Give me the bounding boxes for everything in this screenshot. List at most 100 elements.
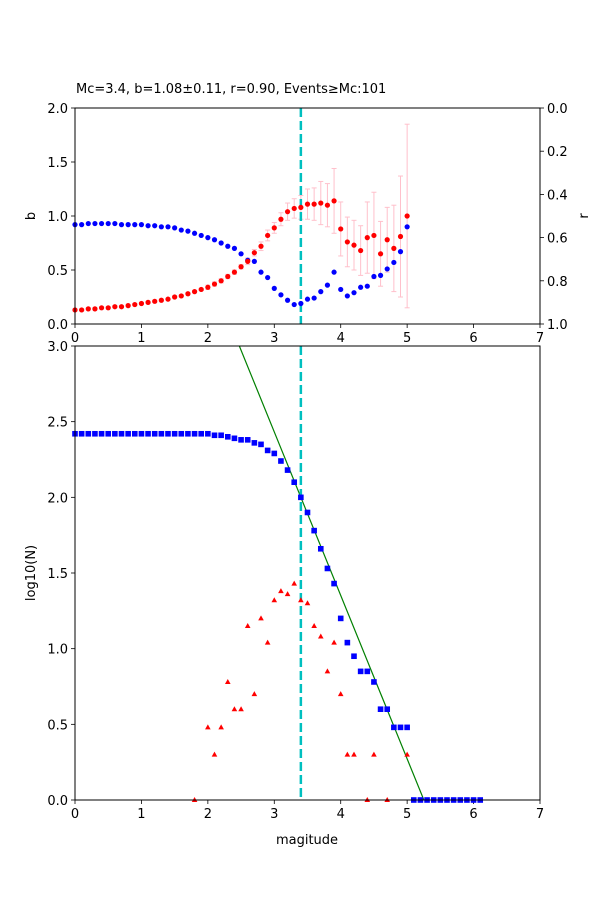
r-point bbox=[218, 240, 224, 246]
r-point bbox=[364, 283, 370, 289]
y-tick-label: 1.5 bbox=[47, 567, 68, 582]
b-point bbox=[251, 250, 257, 256]
b-point bbox=[278, 216, 284, 222]
cumulative-point bbox=[291, 479, 298, 485]
x-tick-label: 3 bbox=[270, 331, 278, 346]
cumulative-point bbox=[158, 430, 165, 437]
r-point bbox=[391, 259, 397, 266]
cumulative-point bbox=[357, 668, 364, 675]
r-point bbox=[278, 292, 284, 298]
cumulative-point bbox=[264, 447, 271, 454]
r-point bbox=[191, 230, 198, 236]
b-point bbox=[79, 307, 85, 313]
noncumulative-point bbox=[238, 706, 244, 712]
b-point bbox=[231, 269, 238, 275]
r-point bbox=[231, 245, 238, 251]
cumulative-point bbox=[304, 509, 311, 516]
axes-frame bbox=[74, 345, 541, 801]
r-point bbox=[351, 290, 357, 296]
x-tick-label: 6 bbox=[469, 331, 477, 346]
cumulative-point bbox=[92, 430, 98, 437]
noncumulative-point bbox=[404, 751, 410, 757]
b-point bbox=[271, 225, 277, 231]
b-point bbox=[238, 264, 244, 270]
r-point bbox=[145, 223, 151, 229]
cumulative-point bbox=[391, 724, 397, 731]
y-tick-label: 0.5 bbox=[47, 264, 68, 279]
x-tick-label: 4 bbox=[337, 331, 345, 346]
noncumulative-point bbox=[218, 724, 224, 730]
cumulative-point bbox=[105, 430, 112, 437]
cumulative-point bbox=[218, 432, 224, 439]
cumulative-point bbox=[131, 430, 138, 437]
r-point bbox=[384, 266, 390, 272]
cumulative-point bbox=[371, 679, 377, 685]
r-point bbox=[298, 300, 304, 307]
r-point bbox=[152, 223, 158, 229]
y-tick-label: 3.0 bbox=[47, 340, 68, 355]
r-point bbox=[258, 269, 264, 275]
right-y-tick-label: 0.6 bbox=[547, 232, 568, 247]
r-point bbox=[338, 286, 344, 293]
r-point bbox=[138, 222, 145, 228]
r-point bbox=[324, 282, 331, 288]
noncumulative-point bbox=[317, 633, 324, 639]
x-tick-label: 1 bbox=[137, 807, 145, 822]
r-point bbox=[238, 251, 244, 257]
r-point bbox=[79, 222, 85, 228]
b-point bbox=[391, 245, 397, 251]
b-point bbox=[152, 298, 158, 304]
cumulative-point bbox=[317, 545, 324, 552]
noncumulative-point bbox=[304, 600, 311, 606]
cumulative-point bbox=[364, 668, 371, 675]
b-point bbox=[211, 281, 218, 287]
b-point bbox=[98, 305, 105, 311]
b-point bbox=[304, 201, 311, 207]
r-point bbox=[125, 222, 131, 228]
b-point bbox=[85, 306, 91, 312]
noncumulative-point bbox=[205, 724, 211, 730]
cumulative-point bbox=[138, 430, 145, 437]
b-point bbox=[265, 232, 271, 239]
r-point bbox=[178, 227, 184, 233]
right-y-tick-label: 0.0 bbox=[547, 102, 568, 117]
y-tick-label: 2.5 bbox=[47, 416, 68, 431]
b-point bbox=[132, 301, 138, 308]
noncumulative-point bbox=[244, 622, 251, 628]
r-point bbox=[105, 220, 111, 227]
r-point bbox=[397, 249, 404, 255]
x-tick-label: 2 bbox=[204, 331, 212, 346]
r-point bbox=[311, 295, 317, 301]
cumulative-point bbox=[377, 706, 384, 712]
y-tick-label: 1.0 bbox=[47, 210, 68, 225]
noncumulative-point bbox=[291, 580, 298, 586]
b-point bbox=[112, 304, 118, 310]
x-tick-label: 3 bbox=[270, 807, 278, 822]
b-point bbox=[324, 202, 331, 208]
noncumulative-point bbox=[211, 751, 218, 757]
r-point bbox=[251, 258, 257, 264]
noncumulative-point bbox=[251, 691, 258, 697]
b-point bbox=[377, 251, 384, 257]
r-point bbox=[377, 272, 384, 278]
b-point bbox=[145, 299, 151, 305]
cumulative-point bbox=[185, 430, 191, 437]
cumulative-point bbox=[278, 458, 284, 464]
cumulative-point bbox=[404, 724, 410, 731]
cumulative-point bbox=[224, 434, 231, 440]
b-point bbox=[284, 209, 291, 215]
x-tick-label: 0 bbox=[71, 331, 79, 346]
noncumulative-point bbox=[351, 751, 357, 757]
right-y-tick-label: 0.8 bbox=[547, 275, 568, 290]
x-tick-label: 5 bbox=[403, 331, 411, 346]
r-point bbox=[165, 224, 171, 230]
b-point bbox=[198, 286, 204, 293]
r-point bbox=[404, 224, 410, 230]
cumulative-point bbox=[165, 430, 171, 437]
cumulative-point bbox=[205, 430, 211, 437]
b-point bbox=[118, 304, 125, 310]
r-point bbox=[185, 228, 191, 234]
b-point bbox=[172, 294, 178, 300]
b-point bbox=[311, 201, 317, 207]
cumulative-point bbox=[78, 430, 85, 437]
